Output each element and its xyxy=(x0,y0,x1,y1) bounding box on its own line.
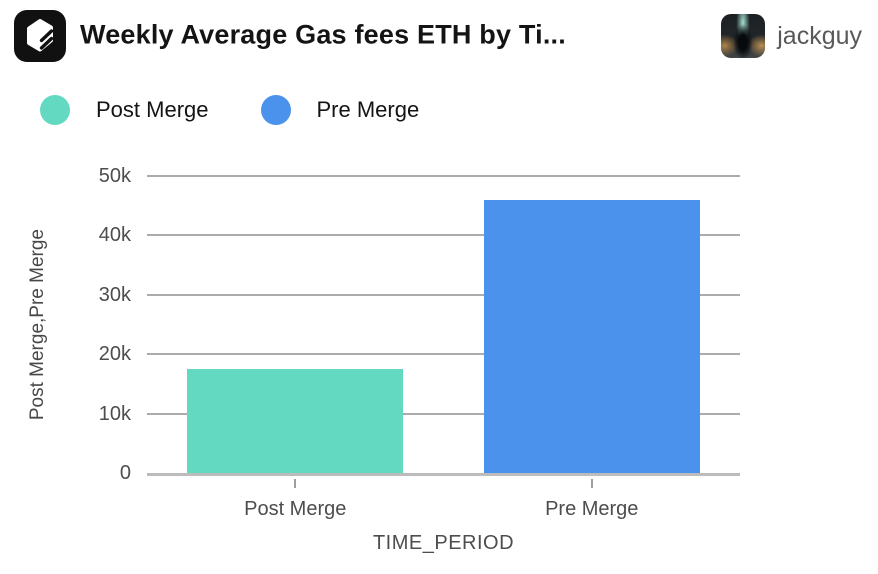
legend-label: Pre Merge xyxy=(316,97,420,122)
gridline xyxy=(147,412,740,415)
y-tick-label: 30k xyxy=(98,283,131,306)
y-tick-label: 0 xyxy=(119,462,131,484)
legend-dot-icon xyxy=(40,95,70,125)
y-tick-label: 40k xyxy=(98,224,131,247)
user-group: jackguy xyxy=(721,14,862,58)
gridline xyxy=(147,234,740,237)
legend-item-post-merge[interactable]: Post Merge xyxy=(40,95,209,125)
bar-band xyxy=(147,176,444,473)
y-tick-label: 50k xyxy=(98,165,131,187)
bar-band xyxy=(444,176,741,473)
gridline xyxy=(147,175,740,177)
x-tick-label-pre-merge: Pre Merge xyxy=(545,498,639,520)
flipside-logo-icon xyxy=(14,10,66,62)
bar-pre-merge[interactable] xyxy=(483,200,700,473)
legend-dot-icon xyxy=(260,95,291,125)
chart-title: Weekly Average Gas fees ETH by Ti... xyxy=(80,19,566,50)
x-tick-label-post-merge: Post Merge xyxy=(244,498,347,520)
username[interactable]: jackguy xyxy=(777,21,862,50)
user-avatar[interactable] xyxy=(721,14,766,58)
bars-layer xyxy=(147,176,740,473)
y-tick-label: 10k xyxy=(98,402,131,425)
legend-label: Post Merge xyxy=(96,97,209,122)
plot-area xyxy=(147,175,740,488)
chart-legend: Post Merge Pre Merge xyxy=(40,95,419,125)
gridline xyxy=(147,293,740,296)
x-axis-tickmark xyxy=(590,479,593,488)
x-axis-title: TIME_PERIOD xyxy=(372,532,515,554)
legend-item-pre-merge[interactable]: Pre Merge xyxy=(260,95,420,125)
y-tick-label: 20k xyxy=(98,343,131,366)
bar-post-merge[interactable] xyxy=(187,369,404,473)
y-axis-labels: 0 10k 20k 30k 40k 50k xyxy=(55,166,131,483)
gridline xyxy=(147,353,740,356)
x-axis-labels: Post Merge Pre Merge xyxy=(147,498,740,521)
y-axis-title: Post Merge,Pre Merge xyxy=(27,228,48,421)
x-axis-tickmark xyxy=(294,479,297,488)
